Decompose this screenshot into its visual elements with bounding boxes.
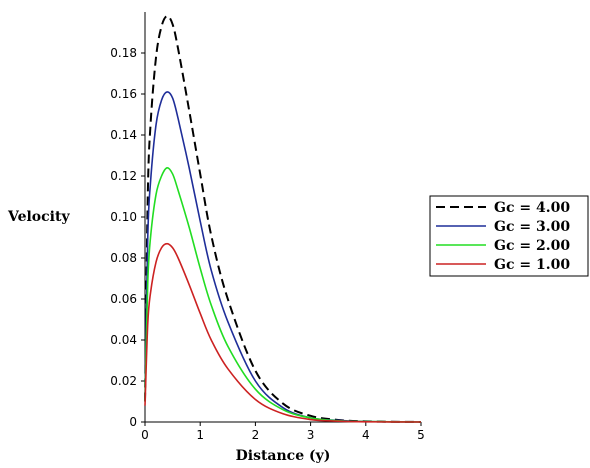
x-ticks: 0 1 2 3 4 5 [141, 422, 425, 442]
x-axis-title: Distance (y) [236, 448, 331, 464]
legend-label-3: Gc = 2.00 [494, 238, 570, 254]
y-tick-label: 0.12 [110, 169, 137, 183]
y-tick-label: 0.08 [110, 251, 137, 265]
y-tick-label: 0.16 [110, 87, 137, 101]
y-tick-label: 0.10 [110, 210, 137, 224]
x-tick-label: 3 [307, 428, 315, 442]
legend-box [429, 195, 589, 277]
series-line-2 [144, 91, 422, 423]
series-line-3 [144, 166, 422, 423]
legend-label-1: Gc = 4.00 [494, 200, 570, 216]
x-tick-label: 4 [362, 428, 370, 442]
legend-label-2: Gc = 3.00 [494, 219, 570, 235]
y-tick-label: 0.14 [110, 128, 137, 142]
plot-area: 0 1 2 3 4 5 0 0.02 0.04 0.06 0.08 0.10 0.12 0.14 0.16… [110, 12, 425, 442]
y-tick-label: 0 [129, 415, 137, 429]
y-tick-label: 0.04 [110, 333, 137, 347]
x-tick-label: 5 [417, 428, 425, 442]
x-tick-label: 2 [252, 428, 260, 442]
y-tick-label: 0.18 [110, 46, 137, 60]
series-line-1 [144, 15, 422, 423]
legend: Gc = 4.00 Gc = 3.00 Gc = 2.00 Gc = 1.00 [429, 195, 589, 277]
x-tick-label: 0 [141, 428, 149, 442]
legend-label-4: Gc = 1.00 [494, 257, 570, 273]
y-tick-label: 0.06 [110, 292, 137, 306]
y-tick-label: 0.02 [110, 374, 137, 388]
y-ticks: 0 0.02 0.04 0.06 0.08 0.10 0.12 0.14 0.16 0.18 [110, 46, 145, 429]
x-tick-label: 1 [196, 428, 204, 442]
y-axis-title: Velocity [7, 209, 70, 225]
series-line-4 [144, 242, 422, 423]
series-lines [144, 15, 422, 423]
